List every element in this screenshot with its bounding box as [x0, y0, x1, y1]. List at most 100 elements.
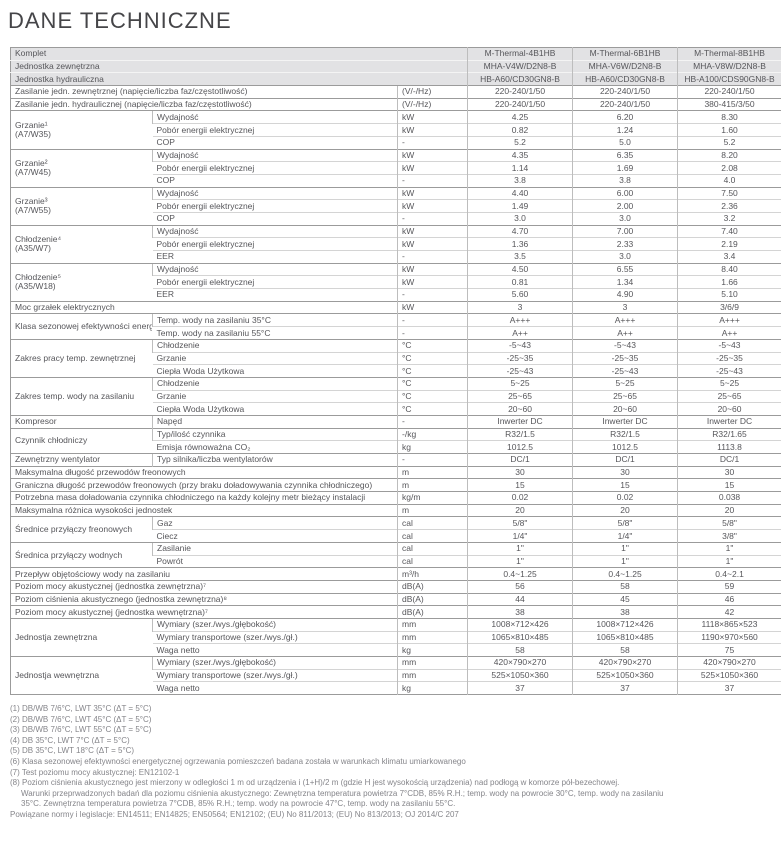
- value-cell: -25~35: [573, 352, 678, 365]
- value-cell: 30: [468, 466, 573, 479]
- value-cell: 1.60: [678, 124, 781, 137]
- value-cell: 220-240/1/50: [573, 98, 678, 111]
- value-cell: Inwerter DC: [678, 415, 781, 428]
- row-label-cell: Pobór energii elektrycznej: [153, 200, 398, 213]
- value-cell: 3.8: [573, 174, 678, 187]
- footnote-line: (5) DB 35°C, LWT 18°C (ΔT = 5°C): [10, 746, 781, 757]
- row-label-cell: Temp. wody na zasilaniu 55°C: [153, 327, 398, 340]
- spec-row: Klasa sezonowej efektywności energetyczn…: [11, 314, 781, 327]
- value-cell: 1008×712×426: [573, 618, 678, 631]
- value-cell: 420×790×270: [573, 657, 678, 670]
- value-cell: 20: [573, 504, 678, 517]
- value-cell: 8.40: [678, 263, 781, 276]
- spec-row: Poziom mocy akustycznej (jednostka wewnę…: [11, 606, 781, 619]
- unit-cell: -: [398, 327, 468, 340]
- value-cell: -25~35: [678, 352, 781, 365]
- value-cell: 5/8": [468, 517, 573, 530]
- unit-cell: -/kg: [398, 428, 468, 441]
- unit-cell: -: [398, 174, 468, 187]
- group-note: (A35/W7): [15, 244, 148, 253]
- value-cell: -5~43: [573, 339, 678, 352]
- group-label-cell: Grzanie¹(A7/W35): [11, 111, 153, 149]
- group-label-cell: Klasa sezonowej efektywności energetyczn…: [11, 314, 153, 339]
- row-label-cell: Wydajność: [153, 149, 398, 162]
- value-cell: 44: [468, 593, 573, 606]
- group-label-cell: Średnica przyłączy wodnych: [11, 542, 153, 567]
- unit-cell: m: [398, 466, 468, 479]
- unit-cell: m: [398, 479, 468, 492]
- group-name: Zakres pracy temp. zewnętrznej: [15, 353, 135, 363]
- group-note: (A7/W45): [15, 168, 148, 177]
- value-cell: 220-240/1/50: [468, 86, 573, 99]
- unit-cell: -: [398, 415, 468, 428]
- unit-cell: mm: [398, 657, 468, 670]
- value-cell: 420×790×270: [468, 657, 573, 670]
- value-cell: -25~43: [678, 365, 781, 378]
- value-cell: 380-415/3/50: [678, 98, 781, 111]
- value-cell: 2.08: [678, 162, 781, 175]
- unit-cell: dB(A): [398, 580, 468, 593]
- value-cell: 37: [468, 682, 573, 695]
- group-label-cell: Średnice przyłączy freonowych: [11, 517, 153, 542]
- spec-row: Potrzebna masa doładowania czynnika chło…: [11, 492, 781, 505]
- row-label-cell: Moc grzałek elektrycznych: [11, 301, 398, 314]
- group-name: Średnice przyłączy freonowych: [15, 524, 132, 534]
- value-cell: 525×1050×360: [678, 669, 781, 682]
- value-cell: 6.35: [573, 149, 678, 162]
- value-cell: 1065×810×485: [573, 631, 678, 644]
- value-cell: 1": [573, 542, 678, 555]
- row-label-cell: EER: [153, 251, 398, 264]
- value-cell: 0.02: [468, 492, 573, 505]
- value-cell: 3: [468, 301, 573, 314]
- model-value-cell: MHA-V6W/D2N8-B: [573, 60, 678, 73]
- row-label-cell: Wymiary (szer./wys./głębokość): [153, 618, 398, 631]
- row-label-cell: Grzanie: [153, 390, 398, 403]
- row-label-cell: Wymiary transportowe (szer./wys./gł.): [153, 631, 398, 644]
- value-cell: 1065×810×485: [468, 631, 573, 644]
- value-cell: 20~60: [573, 403, 678, 416]
- row-label-cell: Maksymalna różnica wysokości jednostek: [11, 504, 398, 517]
- model-row-label: Jednostka zewnętrzna: [11, 60, 468, 73]
- group-label-cell: Chłodzenie⁵(A35/W18): [11, 263, 153, 301]
- footnote-line: (8) Poziom ciśnienia akustycznego jest m…: [10, 778, 781, 789]
- value-cell: 3.5: [468, 251, 573, 264]
- value-cell: 1113.8: [678, 441, 781, 454]
- spec-row: Poziom mocy akustycznej (jednostka zewnę…: [11, 580, 781, 593]
- unit-cell: kW: [398, 162, 468, 175]
- value-cell: 220-240/1/50: [678, 86, 781, 99]
- value-cell: 1.36: [468, 238, 573, 251]
- row-label-cell: Zasilanie jedn. hydraulicznej (napięcie/…: [11, 98, 398, 111]
- group-label-cell: Chłodzenie⁴(A35/W7): [11, 225, 153, 263]
- unit-cell: kg: [398, 441, 468, 454]
- group-label-cell: Zewnętrzny wentylator: [11, 454, 153, 467]
- group-label-cell: Jednostja wewnętrzna: [11, 657, 153, 695]
- value-cell: 75: [678, 644, 781, 657]
- row-label-cell: Wydajność: [153, 225, 398, 238]
- row-label-cell: COP: [153, 212, 398, 225]
- value-cell: -5~43: [678, 339, 781, 352]
- spec-row: Zasilanie jedn. zewnętrznej (napięcie/li…: [11, 86, 781, 99]
- value-cell: 4.50: [468, 263, 573, 276]
- row-label-cell: Typ/ilość czynnika: [153, 428, 398, 441]
- value-cell: 37: [573, 682, 678, 695]
- value-cell: 7.00: [573, 225, 678, 238]
- value-cell: 58: [468, 644, 573, 657]
- value-cell: 25~65: [678, 390, 781, 403]
- value-cell: 2.33: [573, 238, 678, 251]
- value-cell: 8.30: [678, 111, 781, 124]
- group-label-cell: Kompresor: [11, 415, 153, 428]
- value-cell: 3.0: [468, 212, 573, 225]
- row-label-cell: Pobór energii elektrycznej: [153, 238, 398, 251]
- unit-cell: kW: [398, 111, 468, 124]
- row-label-cell: Emisja równoważna CO₂: [153, 441, 398, 454]
- footnote-line: (3) DB/WB 7/6°C, LWT 55°C (ΔT = 5°C): [10, 725, 781, 736]
- value-cell: A++: [573, 327, 678, 340]
- value-cell: 5.0: [573, 136, 678, 149]
